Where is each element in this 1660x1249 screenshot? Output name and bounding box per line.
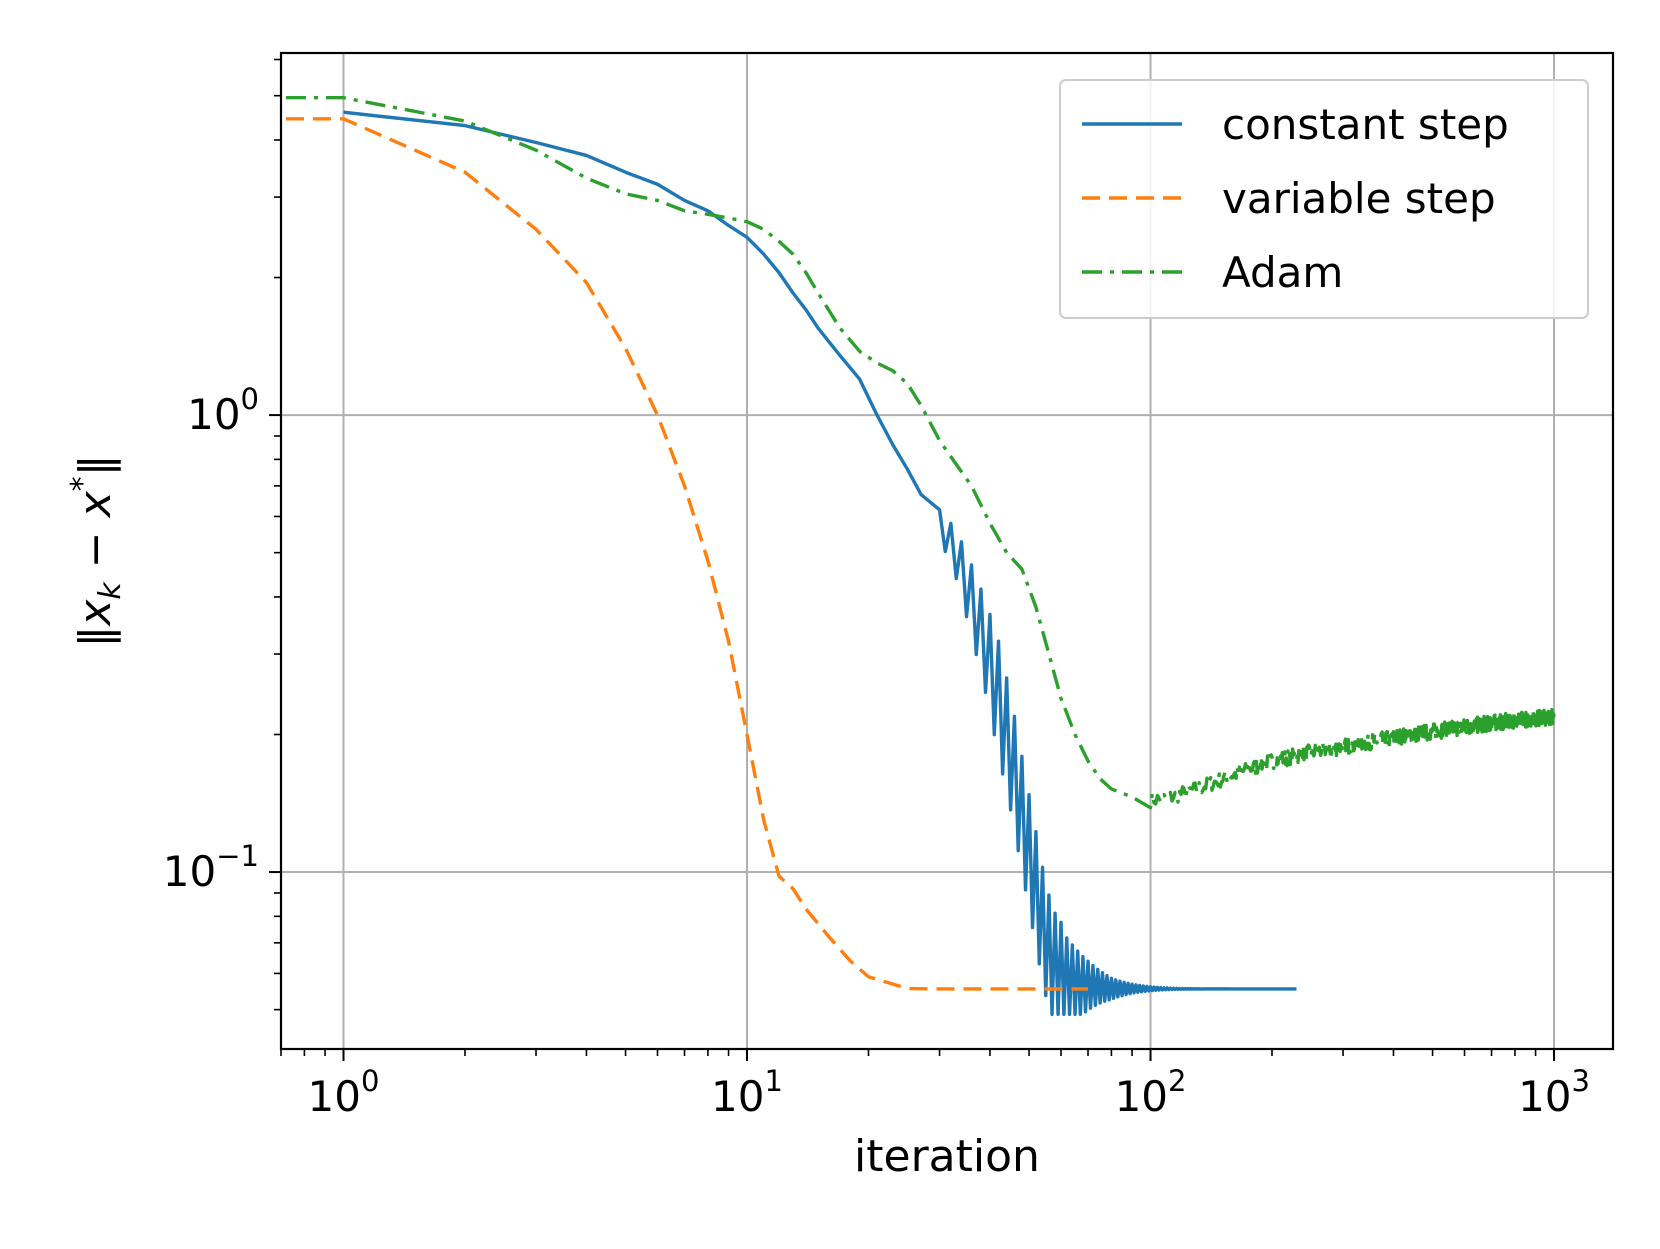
legend: constant step variable step Adam: [1059, 79, 1589, 319]
x-tick-label: 100: [308, 1064, 380, 1121]
x-tick-label-exponent: 2: [1168, 1064, 1186, 1098]
y-axis-label-bar-close: ‖: [70, 454, 121, 476]
series-line-variable-step: [285, 117, 1089, 991]
legend-label: variable step: [1222, 174, 1496, 223]
legend-label: Adam: [1222, 248, 1343, 297]
legend-box: [1059, 79, 1589, 319]
y-tick-label: 10−1: [163, 839, 259, 896]
y-tick-label: 100: [187, 382, 259, 439]
ticks: [269, 58, 1556, 1061]
x-tick-label: 103: [1518, 1064, 1590, 1121]
y-axis-label: ‖xk − x*‖: [65, 454, 128, 647]
x-tick-label-base: 10: [308, 1072, 361, 1121]
y-axis-label-subscript: k: [93, 581, 128, 600]
series-line-constant-step: [343, 110, 1298, 1016]
x-tick-label: 102: [1115, 1064, 1187, 1121]
x-tick-label: 101: [711, 1064, 783, 1121]
series-group: [285, 95, 1556, 1016]
y-tick-label-exponent: 0: [241, 382, 259, 416]
series-line-adam: [285, 95, 1556, 810]
y-axis-label-superscript: *: [65, 476, 100, 491]
x-tick-label-exponent: 3: [1572, 1064, 1590, 1098]
x-tick-label-exponent: 0: [361, 1064, 379, 1098]
plot-frame: [279, 51, 1615, 1051]
x-tick-label-base: 10: [1518, 1072, 1571, 1121]
y-axis-label-var2: x: [70, 490, 121, 519]
x-tick-label-base: 10: [711, 1072, 764, 1121]
x-axis-label: iteration: [854, 1131, 1040, 1182]
x-tick-label-base: 10: [1115, 1072, 1168, 1121]
y-tick-label-base: 10: [163, 847, 216, 896]
legend-label: constant step: [1222, 100, 1509, 149]
x-tick-label-exponent: 1: [765, 1064, 783, 1098]
y-axis-label-bar-open: ‖: [70, 626, 121, 648]
y-tick-label-base: 10: [187, 390, 240, 439]
y-axis-label-minus: −: [70, 517, 121, 582]
y-axis-label-var: x: [70, 599, 121, 628]
y-tick-label-exponent: −1: [216, 839, 259, 873]
